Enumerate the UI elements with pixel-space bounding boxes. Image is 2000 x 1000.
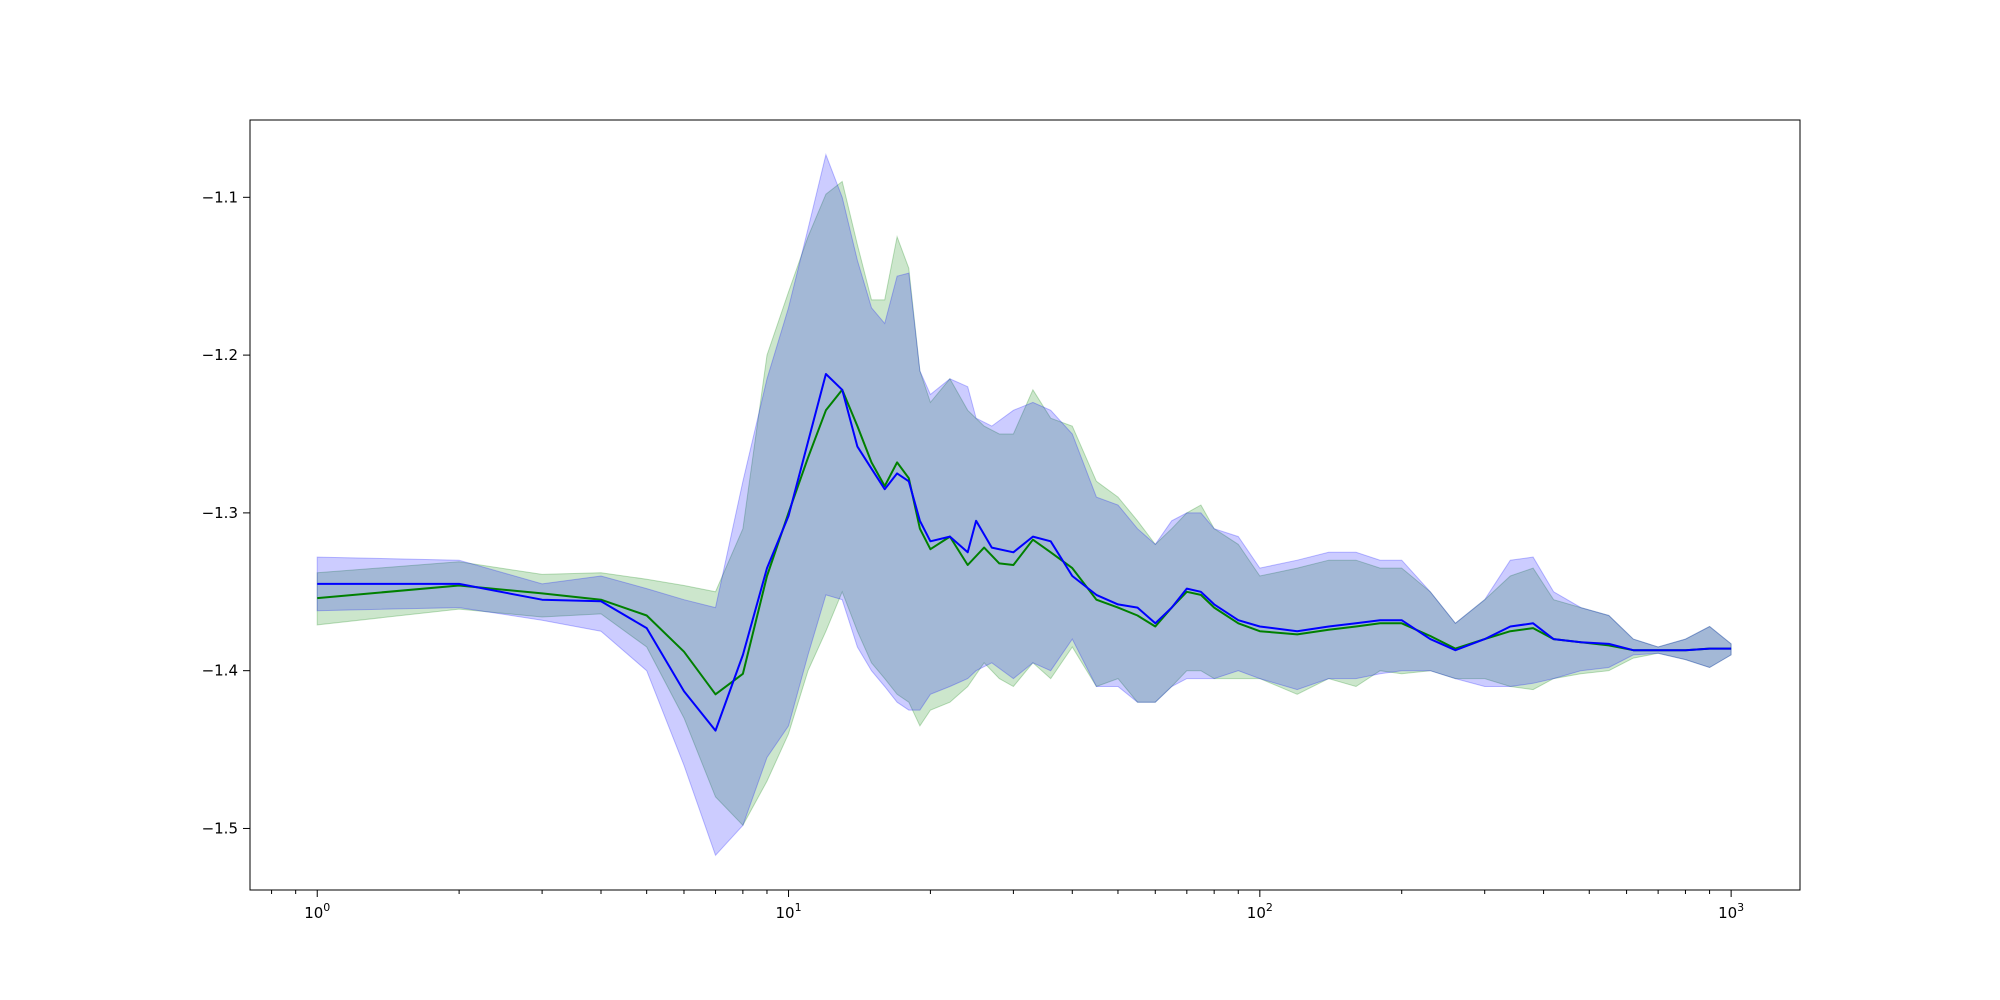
y-tick-label: −1.4 (202, 662, 238, 680)
plot-frame (249, 119, 1801, 891)
y-tick-label: −1.1 (202, 188, 238, 206)
x-tick-label: 101 (775, 901, 801, 922)
confidence-band-0 (316, 180, 1732, 827)
y-tick-label: −1.5 (202, 819, 238, 837)
series-lines (317, 373, 1732, 732)
confidence-bands (316, 153, 1732, 857)
y-tick-label: −1.3 (202, 504, 238, 522)
series-line-1 (317, 373, 1732, 732)
y-axis: −1.1 −1.2 −1.3 −1.4 −1.5 (202, 188, 250, 837)
x-tick-label: 100 (304, 901, 330, 922)
x-axis: 100 101 102 103 (271, 890, 1744, 922)
confidence-band-1 (316, 153, 1732, 857)
x-tick-label: 103 (1718, 901, 1744, 922)
y-tick-label: −1.2 (202, 346, 238, 364)
x-tick-label: 102 (1247, 901, 1273, 922)
